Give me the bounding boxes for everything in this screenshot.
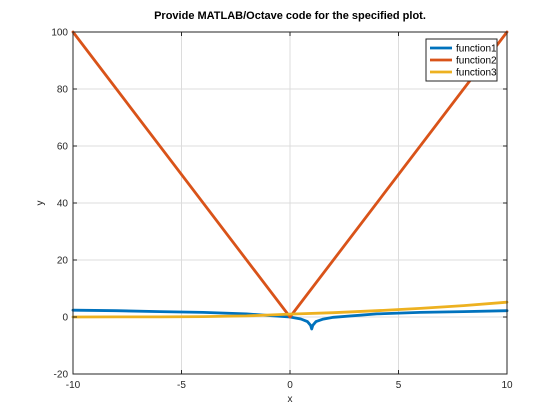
legend-label-function3: function3	[456, 68, 497, 79]
legend-label-function2: function2	[456, 56, 497, 67]
series-layer	[71, 30, 509, 331]
y-tick-label: 80	[57, 85, 69, 96]
x-tick-label: 5	[396, 380, 402, 391]
x-tick-label: -10	[66, 380, 81, 391]
y-tick-label: -20	[54, 370, 69, 381]
x-tick-label: 0	[287, 380, 293, 391]
series-line-function3	[71, 300, 509, 319]
x-tick-label: -5	[177, 380, 186, 391]
y-tick-label: 20	[57, 256, 69, 267]
series-line-function1	[71, 308, 509, 331]
x-tick-label: 10	[501, 380, 513, 391]
series-line-function2	[71, 30, 509, 319]
chart-title: Provide MATLAB/Octave code for the speci…	[154, 10, 426, 22]
grid	[72, 31, 508, 375]
y-axis-label: y	[35, 201, 46, 206]
legend-label-function1: function1	[456, 44, 497, 55]
y-tick-label: 0	[62, 313, 68, 324]
y-tick-label: 40	[57, 199, 69, 210]
y-tick-label: 100	[51, 28, 68, 39]
y-tick-label: 60	[57, 142, 69, 153]
x-axis-label: x	[288, 394, 293, 405]
ticks: -10 -5 0 5 10 -20 0 20 40 60 80 100	[51, 28, 513, 392]
